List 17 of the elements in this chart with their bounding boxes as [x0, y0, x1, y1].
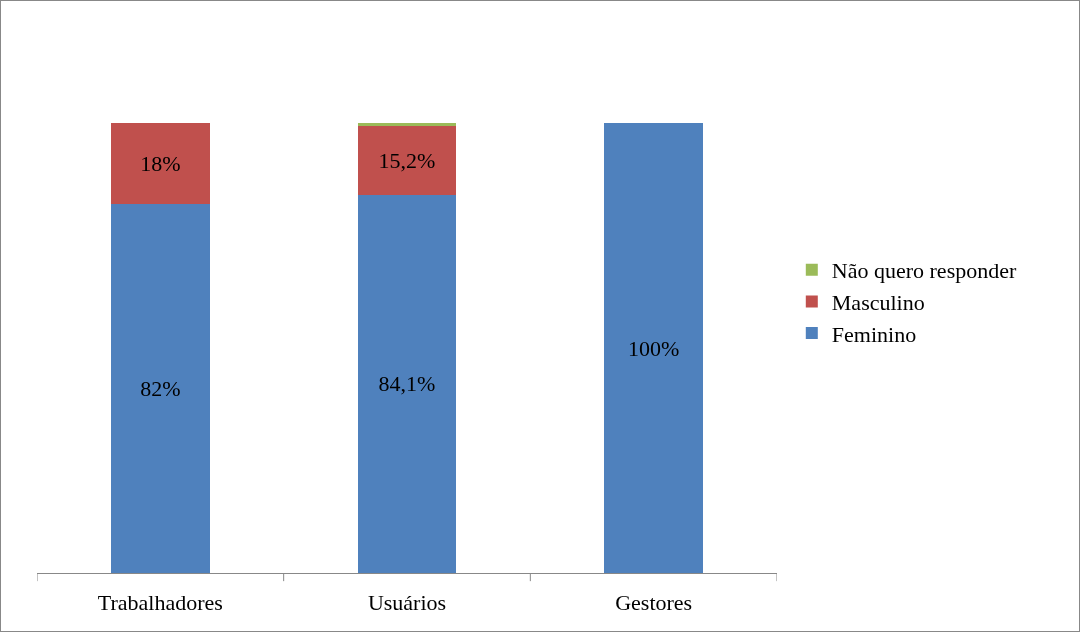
bar: [357, 194, 457, 573]
bar: [111, 204, 210, 573]
bar: [604, 123, 703, 573]
data-label: 84,1%: [378, 371, 436, 397]
bar: [357, 126, 457, 195]
bar: [357, 123, 457, 127]
x-tick-label: Trabalhadores: [97, 590, 223, 616]
legend-label: Não quero responder: [831, 258, 1017, 284]
x-tick-label: Gestores: [615, 590, 693, 616]
data-label: 100%: [628, 335, 680, 361]
legend-label: Feminino: [831, 321, 917, 347]
data-label: 18%: [140, 151, 181, 177]
data-label: 82%: [140, 376, 181, 402]
bar: [111, 123, 210, 205]
legend-label: Masculino: [831, 289, 925, 315]
data-label: 15,2%: [378, 147, 436, 173]
x-tick-label: Usuários: [367, 590, 447, 616]
